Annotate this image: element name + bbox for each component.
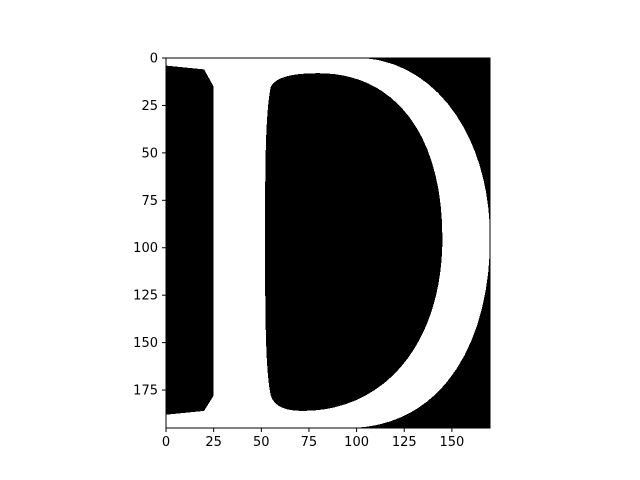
axes-frame: [165, 57, 491, 429]
y-tick-label-75: 75: [141, 194, 158, 209]
glyph-letter: [166, 58, 490, 429]
x-tick-label-50: 50: [253, 435, 270, 450]
y-tick-label-125: 125: [133, 289, 158, 304]
x-tick-label-25: 25: [205, 435, 222, 450]
x-tick-label-75: 75: [301, 435, 318, 450]
y-tick-label-50: 50: [141, 146, 158, 161]
x-tick-label-0: 0: [162, 435, 170, 450]
x-tick-label-125: 125: [392, 435, 417, 450]
y-tick-label-0: 0: [150, 52, 158, 67]
axes-layer: 0 25 50 75 100 125 150 0 25 50 75 100 125 150 175: [133, 52, 491, 450]
y-tick-label-150: 150: [133, 336, 158, 351]
y-tick-label-25: 25: [141, 99, 158, 114]
image-layer: [166, 58, 490, 429]
y-tick-label-175: 175: [133, 384, 158, 399]
y-tick-label-100: 100: [133, 241, 158, 256]
x-tick-label-150: 150: [439, 435, 464, 450]
x-tick-label-100: 100: [344, 435, 369, 450]
